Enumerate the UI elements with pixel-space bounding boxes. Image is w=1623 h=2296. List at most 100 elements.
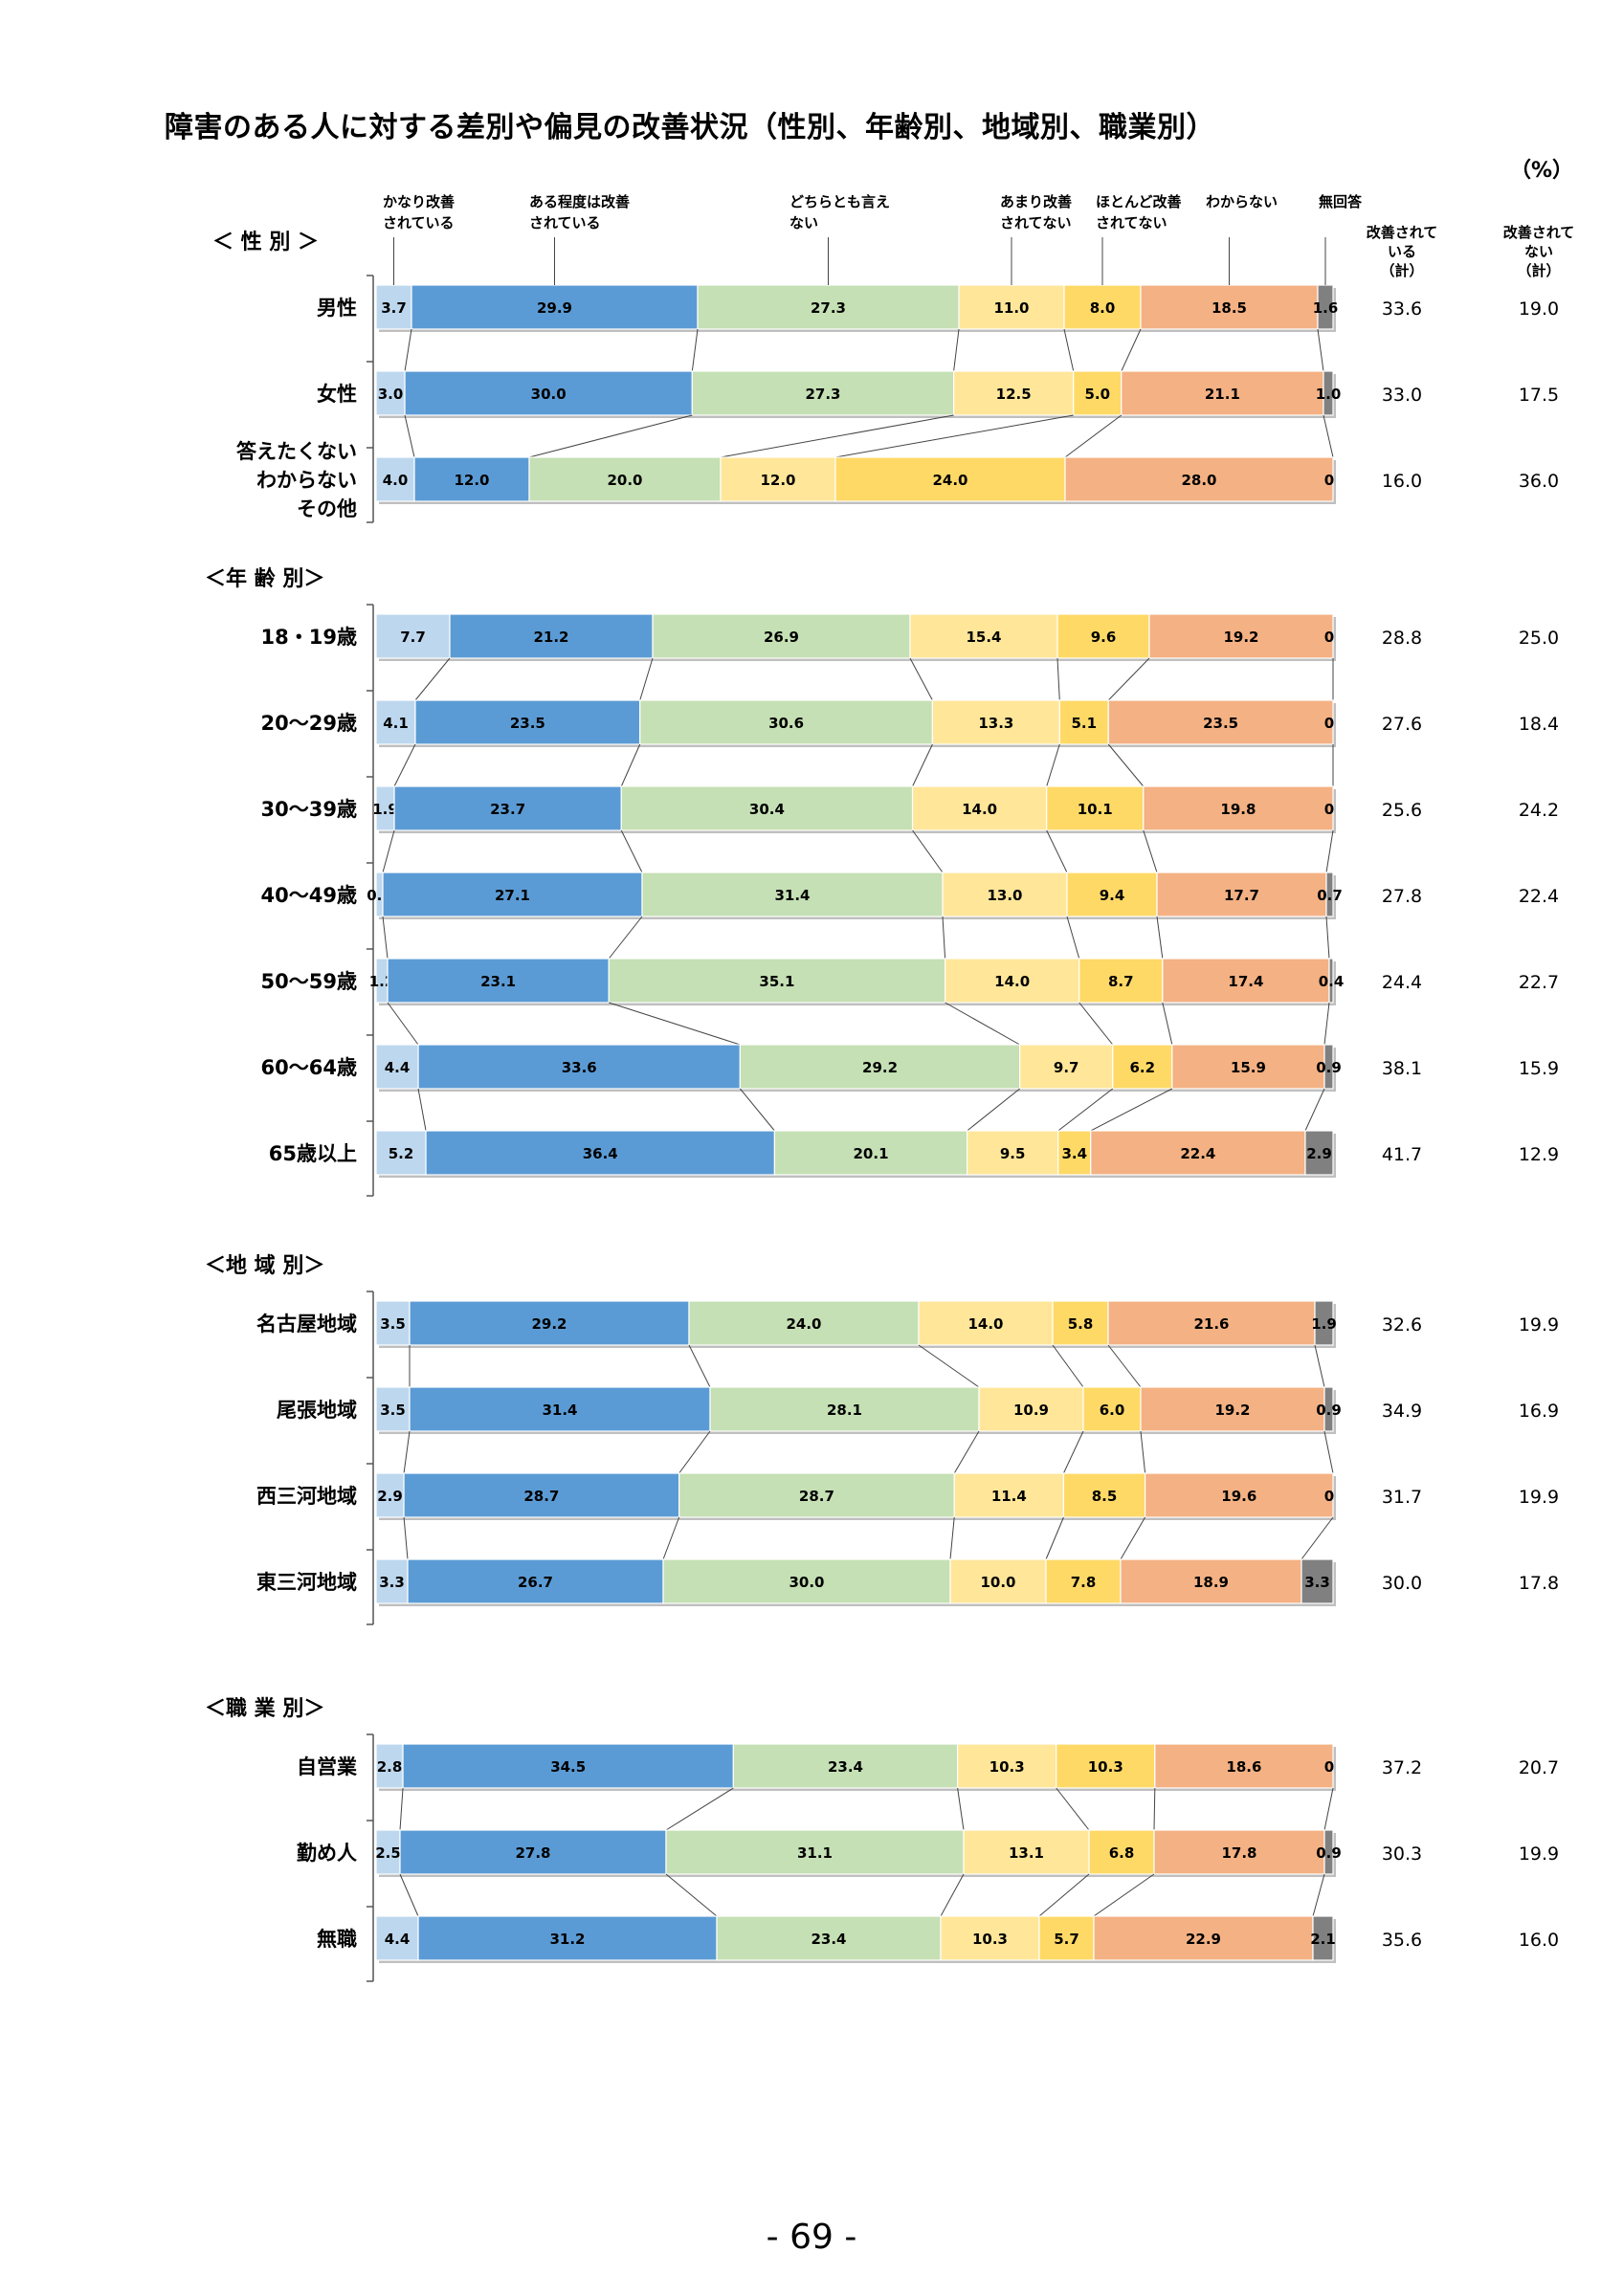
connector-line: [945, 1002, 1020, 1046]
bar-segment: [1090, 1130, 1306, 1176]
connector-line: [1066, 916, 1080, 960]
bar-value-label: 21.2: [533, 629, 568, 646]
bar-value-label: 19.8: [1220, 801, 1256, 818]
bar-value-label: 2.1: [1310, 1931, 1336, 1948]
legend-label: されている: [529, 214, 601, 232]
summary-header: 改善されて: [1367, 224, 1438, 241]
bar-segment: [375, 1472, 405, 1518]
bar-value-label: 17.7: [1224, 887, 1259, 904]
row-label: 西三河地域: [256, 1485, 357, 1508]
row-label: 東三河地域: [256, 1571, 357, 1594]
bar-segment: [720, 456, 836, 502]
bar-value-label: 10.3: [989, 1758, 1025, 1776]
bar-value-label: 0: [1324, 1488, 1334, 1505]
bar-value-label: 9.4: [1100, 887, 1125, 904]
bar-value-label: 31.1: [797, 1844, 833, 1862]
connector-line: [1301, 1516, 1334, 1560]
row-label: 50～59歳: [261, 970, 357, 993]
bar-segment: [375, 1829, 401, 1875]
bar-value-label: 12.5: [996, 386, 1032, 403]
not-improved-total: 12.9: [1519, 1144, 1559, 1165]
bar-segment: [417, 1044, 741, 1090]
bar-segment: [940, 1915, 1040, 1961]
group-label: ＜職 業 別＞: [205, 1696, 324, 1721]
improved-total: 25.6: [1382, 800, 1422, 821]
connector-line: [1057, 1088, 1114, 1132]
summary-header: （計）: [1517, 262, 1560, 279]
bar-value-label: 10.3: [1088, 1758, 1123, 1776]
bar-value-label: 28.7: [523, 1488, 559, 1505]
not-improved-total: 22.4: [1519, 886, 1559, 907]
bar-value-label: 2.9: [1306, 1145, 1332, 1162]
connector-line: [1090, 1088, 1173, 1132]
bar-value-label: 13.0: [987, 887, 1022, 904]
connector-line: [949, 1516, 955, 1560]
connector-line: [1143, 829, 1158, 873]
bar-value-label: 0.9: [1316, 1844, 1342, 1862]
bar-segment: [375, 1044, 419, 1090]
bar-segment: [967, 1130, 1059, 1176]
connector-line: [1325, 916, 1330, 960]
connector-line: [528, 414, 693, 458]
not-improved-total: 19.9: [1519, 1843, 1559, 1865]
connector-line: [608, 916, 643, 960]
improved-total: 37.2: [1382, 1757, 1422, 1778]
bar-segment: [1153, 1829, 1325, 1875]
bar-segment: [1323, 1044, 1334, 1090]
connector-line: [1107, 743, 1145, 787]
bar-segment: [1156, 872, 1327, 917]
bar-value-label: 3.4: [1061, 1145, 1087, 1162]
bar-segment: [1143, 785, 1334, 831]
bar-value-label: 27.8: [515, 1844, 550, 1862]
bar-segment: [375, 1130, 427, 1176]
bar-value-label: 5.2: [389, 1145, 414, 1162]
connector-line: [1317, 328, 1324, 372]
bar-segment: [375, 699, 416, 745]
row-label: 尾張地域: [277, 1399, 357, 1422]
row-label: 自営業: [297, 1755, 358, 1778]
connector-line: [953, 328, 960, 372]
legend-label: ある程度は改善: [529, 193, 630, 210]
improved-total: 24.4: [1382, 972, 1422, 993]
bar-value-label: 19.6: [1221, 1488, 1256, 1505]
bar-value-label: 20.1: [854, 1145, 889, 1162]
bar-segment: [949, 1558, 1047, 1604]
row-label: 20～29歳: [261, 712, 357, 735]
not-improved-total: 17.8: [1519, 1573, 1559, 1594]
bar-segment: [1314, 1300, 1334, 1346]
connector-line: [1312, 1873, 1325, 1917]
legend-label: されてない: [1000, 214, 1072, 232]
summary-header: いる: [1388, 243, 1416, 260]
connector-line: [403, 1516, 409, 1560]
bar-segment: [1019, 1044, 1114, 1090]
connector-line: [967, 1088, 1020, 1132]
connector-line: [662, 1516, 680, 1560]
bar-value-label: 31.4: [542, 1402, 577, 1419]
bar-value-label: 0: [1324, 472, 1334, 489]
bar-segment: [1323, 1829, 1334, 1875]
connector-line: [1056, 1787, 1090, 1831]
bar-segment: [402, 1743, 734, 1789]
bar-value-label: 34.5: [550, 1758, 586, 1776]
connector-line: [1323, 1002, 1330, 1046]
bar-value-label: 29.2: [862, 1059, 898, 1076]
connector-line: [1063, 328, 1075, 372]
improved-total: 34.9: [1382, 1401, 1422, 1422]
bar-segment: [1057, 1130, 1092, 1176]
bar-segment: [1301, 1558, 1334, 1604]
not-improved-total: 16.9: [1519, 1401, 1559, 1422]
bar-value-label: 22.9: [1186, 1931, 1221, 1948]
connector-line: [1140, 1430, 1146, 1474]
unit-label: （%）: [1510, 159, 1574, 183]
bar-segment: [1145, 1472, 1334, 1518]
bar-segment: [1148, 613, 1334, 659]
bar-value-label: 33.6: [562, 1059, 597, 1076]
bar-value-label: 12.0: [760, 472, 795, 489]
not-improved-total: 36.0: [1519, 471, 1559, 492]
row-label: 勤め人: [297, 1842, 357, 1865]
row-label: 女性: [317, 383, 357, 406]
bar-value-label: 2.8: [377, 1758, 403, 1776]
improved-total: 30.0: [1382, 1573, 1422, 1594]
bar-value-label: 1.9: [372, 801, 398, 818]
